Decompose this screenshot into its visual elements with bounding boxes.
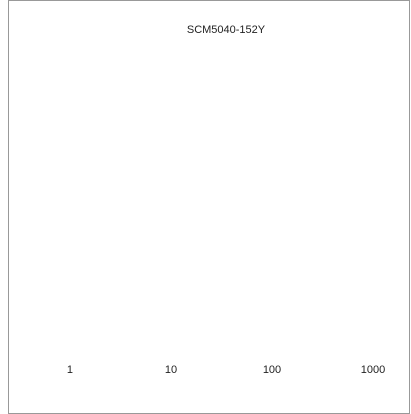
x-tick-label: 10 xyxy=(165,364,177,376)
x-tick-label: 1 xyxy=(67,364,73,376)
chart-title: SCM5040-152Y xyxy=(187,24,266,36)
x-tick-label: 1000 xyxy=(361,364,385,376)
frame xyxy=(8,0,410,414)
x-tick-label: 100 xyxy=(263,364,281,376)
